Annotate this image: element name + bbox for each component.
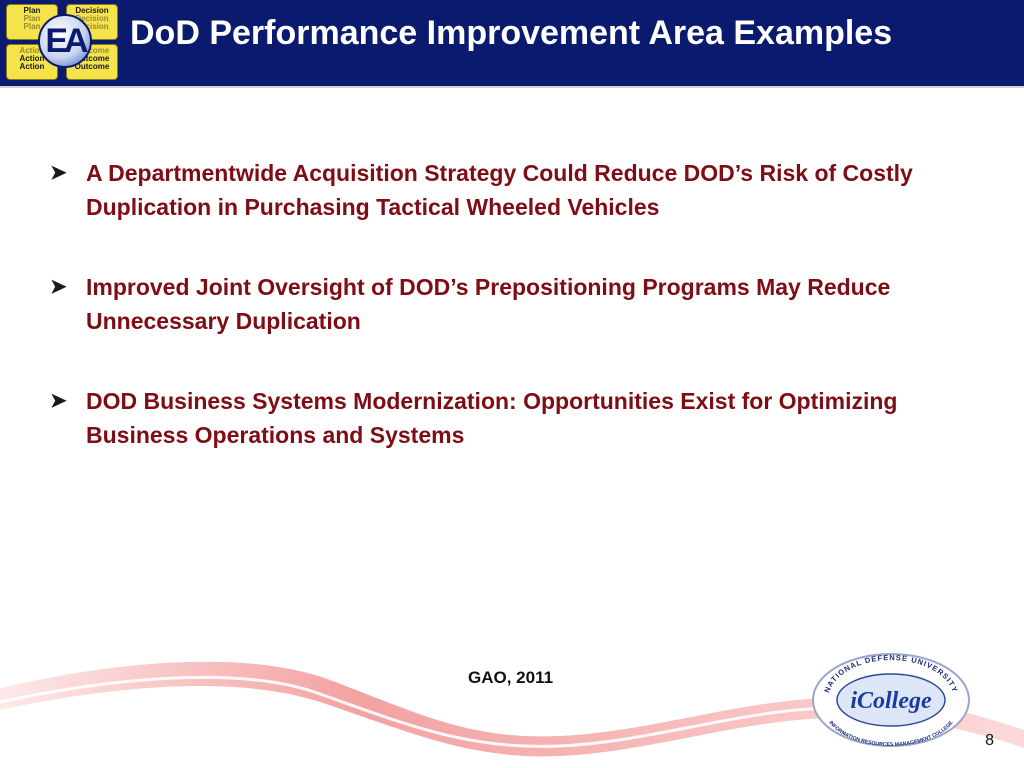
slide-title: DoD Performance Improvement Area Example… [130,14,893,52]
bullet-text: Improved Joint Oversight of DOD’s Prepos… [86,274,891,334]
icollege-logo: NATIONAL DEFENSE UNIVERSITY iCollege INF… [812,653,970,748]
slide-header: Plan Plan Plan Decision Decision Decisio… [0,0,1024,88]
source-citation: GAO, 2011 [468,668,554,687]
decorative-swoosh [0,661,1024,757]
bullet-text: DOD Business Systems Modernization: Oppo… [86,388,898,448]
globe-icon [38,14,92,68]
arrowhead-bullet-icon: ➤ [50,390,67,412]
page-number: 8 [985,732,994,749]
bullet-item: ➤ A Departmentwide Acquisition Strategy … [50,156,1000,224]
bullet-item: ➤ Improved Joint Oversight of DOD’s Prep… [50,270,1000,338]
ea-logo: Plan Plan Plan Decision Decision Decisio… [4,2,122,82]
arrowhead-bullet-icon: ➤ [50,276,67,298]
bullet-text: A Departmentwide Acquisition Strategy Co… [86,160,913,220]
logo-name: iCollege [850,688,932,714]
bullet-item: ➤ DOD Business Systems Modernization: Op… [50,384,1000,452]
ea-logo-text: EA [45,22,88,60]
bullet-list: ➤ A Departmentwide Acquisition Strategy … [50,156,1000,498]
arrowhead-bullet-icon: ➤ [50,162,67,184]
